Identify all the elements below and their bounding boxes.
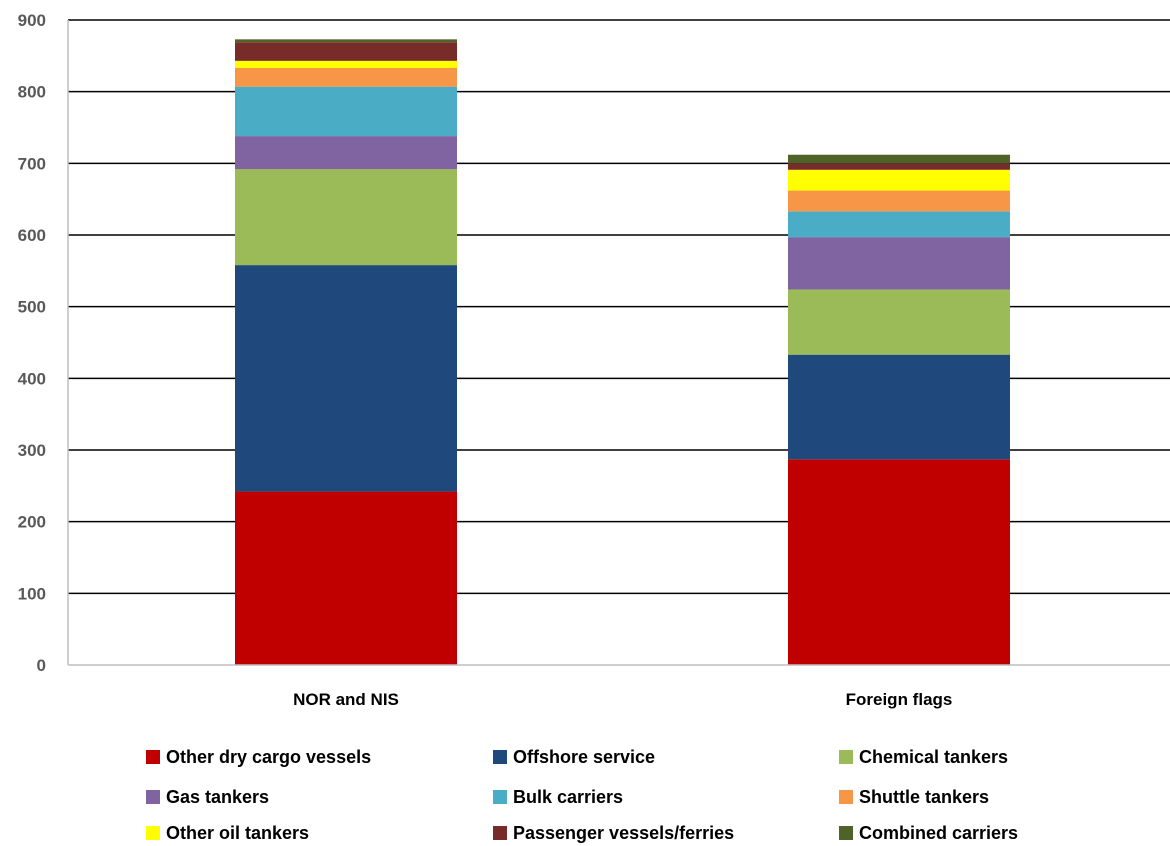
legend-swatch <box>839 750 853 764</box>
legend-swatch <box>839 826 853 840</box>
y-tick-label: 700 <box>18 154 46 173</box>
bar-segment <box>788 163 1010 170</box>
legend-swatch <box>493 826 507 840</box>
bar-segment <box>235 169 457 266</box>
legend-label: Passenger vessels/ferries <box>513 823 734 843</box>
y-tick-label: 0 <box>37 656 46 675</box>
legend-label: Offshore service <box>513 747 655 767</box>
bar-segment <box>788 169 1010 191</box>
y-tick-label: 900 <box>18 11 46 30</box>
y-tick-label: 600 <box>18 226 46 245</box>
bars <box>235 39 1010 665</box>
legend-item: Shuttle tankers <box>839 787 989 807</box>
y-tick-label: 200 <box>18 513 46 532</box>
legend-item: Other dry cargo vessels <box>146 747 371 767</box>
legend-label: Bulk carriers <box>513 787 623 807</box>
bar-segment <box>788 154 1010 164</box>
legend-item: Combined carriers <box>839 823 1018 843</box>
legend-item: Passenger vessels/ferries <box>493 823 734 843</box>
bar-segment <box>788 237 1010 290</box>
y-tick-label: 500 <box>18 298 46 317</box>
bar-segment <box>235 60 457 69</box>
y-tick-label: 300 <box>18 441 46 460</box>
bar-segment <box>235 136 457 170</box>
y-axis-tick-labels: 0 100 200 300 400 500 600 700 800 900 <box>18 11 46 675</box>
y-tick-label: 100 <box>18 584 46 603</box>
bar-segment <box>788 211 1010 238</box>
legend-label: Other dry cargo vessels <box>166 747 371 767</box>
legend-swatch <box>146 750 160 764</box>
legend-label: Other oil tankers <box>166 823 309 843</box>
legend-item: Bulk carriers <box>493 787 623 807</box>
legend-swatch <box>839 790 853 804</box>
legend-label: Shuttle tankers <box>859 787 989 807</box>
bar-segment <box>235 86 457 137</box>
legend-label: Chemical tankers <box>859 747 1008 767</box>
legend-item: Chemical tankers <box>839 747 1008 767</box>
bar-stack-1 <box>788 154 1010 665</box>
bar-segment <box>235 42 457 61</box>
legend-swatch <box>493 790 507 804</box>
bar-segment <box>235 491 457 665</box>
y-tick-label: 800 <box>18 83 46 102</box>
legend-swatch <box>146 790 160 804</box>
legend-label: Gas tankers <box>166 787 269 807</box>
bar-segment <box>235 39 457 43</box>
y-tick-label: 400 <box>18 369 46 388</box>
bar-segment <box>235 68 457 87</box>
x-axis-category-labels: NOR and NIS Foreign flags <box>293 690 952 709</box>
legend-swatch <box>493 750 507 764</box>
bar-stack-0 <box>235 39 457 665</box>
bar-segment <box>235 265 457 492</box>
legend-label: Combined carriers <box>859 823 1018 843</box>
bar-segment <box>788 354 1010 460</box>
x-category-label: Foreign flags <box>846 690 953 709</box>
legend: Other dry cargo vessels Offshore service C… <box>146 747 1018 843</box>
legend-item: Gas tankers <box>146 787 269 807</box>
axes <box>67 20 1170 666</box>
bar-segment <box>788 289 1010 355</box>
legend-item: Offshore service <box>493 747 655 767</box>
bar-segment <box>788 190 1010 212</box>
bar-segment <box>788 459 1010 665</box>
legend-swatch <box>146 826 160 840</box>
legend-item: Other oil tankers <box>146 823 309 843</box>
x-category-label: NOR and NIS <box>293 690 399 709</box>
